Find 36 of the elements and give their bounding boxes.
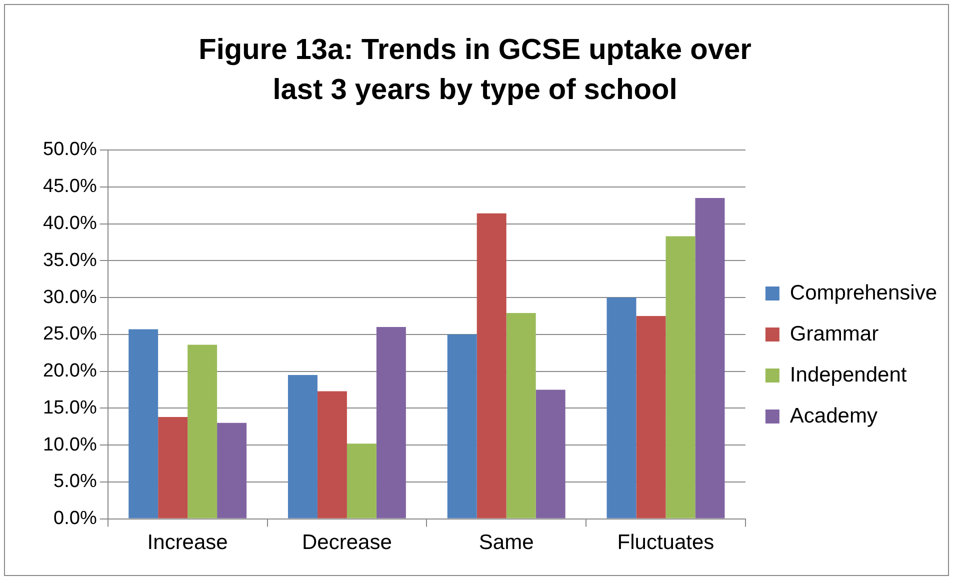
bar [447, 334, 477, 518]
bar [666, 236, 696, 518]
chart-title: Figure 13a: Trends in GCSE uptake over last 3 years by type of school [198, 33, 752, 108]
bar [288, 374, 318, 518]
y-tick-label: 10.0% [43, 434, 97, 456]
x-tick-label: Same [478, 531, 534, 554]
bar [695, 198, 725, 518]
y-tick-label: 0.0% [54, 508, 97, 530]
bar [536, 390, 566, 518]
x-tick-label: Increase [147, 531, 228, 554]
bar [317, 391, 347, 518]
y-tick-label: 50.0% [43, 139, 97, 160]
bar [506, 313, 536, 518]
legend-label: Comprehensive [790, 281, 938, 304]
y-tick-label: 45.0% [43, 176, 97, 198]
y-tick-label: 30.0% [43, 286, 97, 308]
legend-label: Academy [790, 404, 878, 428]
y-tick-label: 15.0% [43, 397, 97, 418]
bar [158, 417, 188, 518]
bar [606, 298, 636, 518]
y-tick-label: 25.0% [43, 324, 97, 345]
y-tick-label: 35.0% [43, 250, 97, 271]
bar [217, 422, 247, 518]
bar [346, 444, 376, 518]
legend-label: Independent [790, 363, 907, 386]
bar [636, 316, 666, 518]
y-tick-label: 5.0% [54, 471, 97, 492]
legend-label: Grammar [790, 322, 879, 346]
x-tick-label: Fluctuates [617, 531, 714, 554]
y-tick-label: 40.0% [43, 212, 97, 234]
bar [128, 329, 158, 518]
y-tick-label: 20.0% [43, 360, 97, 382]
bar [476, 213, 506, 518]
bar [376, 327, 406, 518]
bar [188, 344, 218, 518]
x-tick-label: Decrease [302, 531, 392, 554]
